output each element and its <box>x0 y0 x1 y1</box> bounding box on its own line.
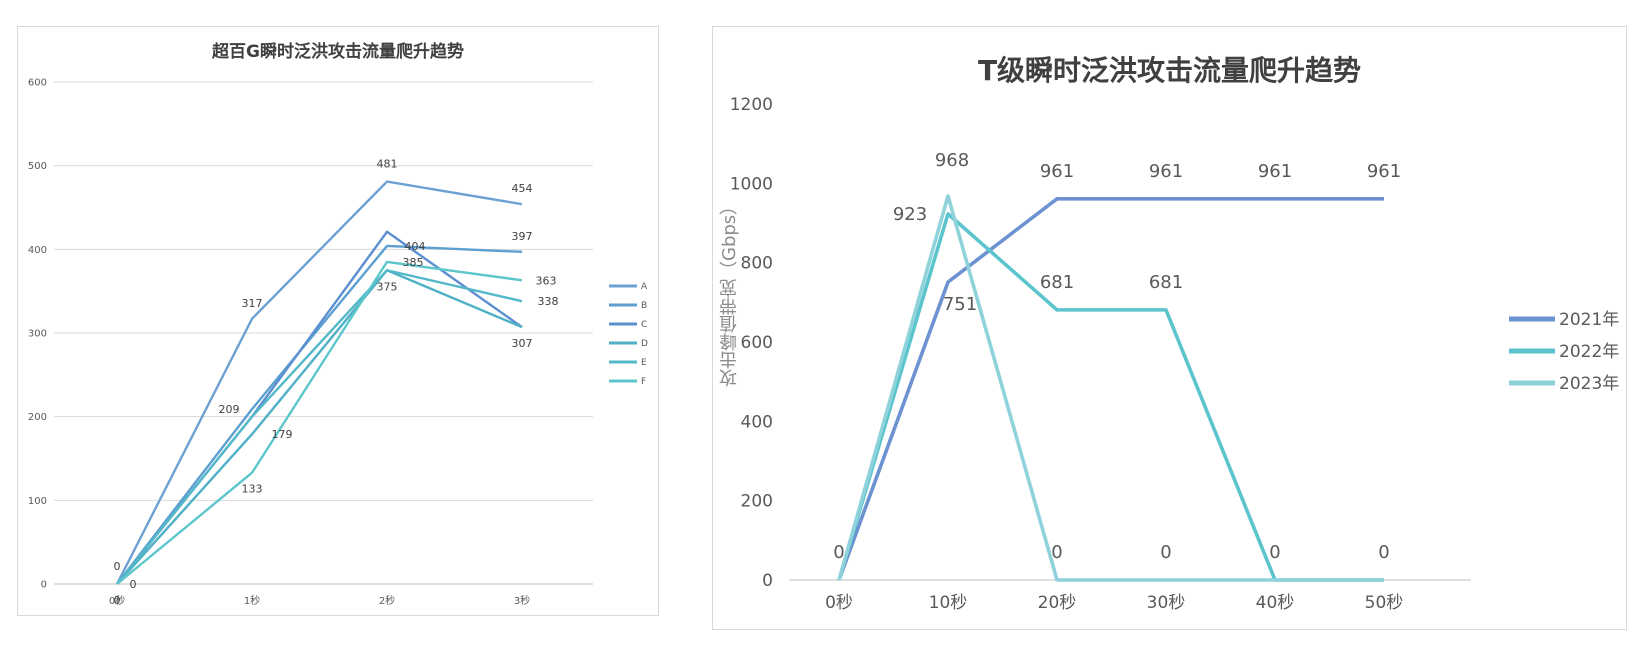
data-label: 0 <box>114 560 121 573</box>
x-tick-label: 10秒 <box>929 593 968 613</box>
x-tick-label: 40秒 <box>1256 593 1295 613</box>
data-label: 397 <box>512 230 533 243</box>
series-line <box>837 194 1384 582</box>
data-label: 404 <box>405 240 426 253</box>
series-line <box>116 230 523 585</box>
legend-label: E <box>641 358 647 368</box>
legend-label: 2021年 <box>1559 310 1619 330</box>
y-tick-label: 600 <box>28 78 47 89</box>
legend-label: A <box>641 282 648 292</box>
data-label: 317 <box>242 297 263 310</box>
series-line <box>115 180 523 585</box>
y-tick-label: 800 <box>741 254 773 274</box>
chart-title: 超百G瞬时泛洪攻击流量爬升趋势 <box>212 42 464 62</box>
data-label: 681 <box>1040 272 1074 293</box>
chart-right-plot: 0 200 400 600 800 1000 1200 0秒 10秒 20秒 30秒 40秒 50秒 0 9… <box>730 95 1620 613</box>
y-tick-label: 200 <box>28 412 47 423</box>
data-label: 0 <box>833 542 844 563</box>
data-label: 681 <box>1149 272 1183 293</box>
series-line <box>116 260 523 585</box>
x-tick-label: 0秒 <box>825 593 853 613</box>
data-label: 0 <box>1378 542 1389 563</box>
data-label: 133 <box>242 483 263 496</box>
data-label: 0 <box>114 594 121 607</box>
data-label: 961 <box>1149 161 1183 182</box>
x-tick-label: 2秒 <box>379 594 395 607</box>
data-label: 385 <box>403 256 424 269</box>
data-label: 923 <box>893 204 927 225</box>
series-line <box>837 197 1384 581</box>
data-label: 961 <box>1040 161 1074 182</box>
y-tick-label: 400 <box>741 412 773 432</box>
y-tick-label: 0 <box>762 571 773 591</box>
y-tick-label: 600 <box>741 333 773 353</box>
x-tick-label: 3秒 <box>514 594 530 607</box>
series-line <box>116 244 523 585</box>
legend-label: 2023年 <box>1559 374 1619 394</box>
x-tick-label: 20秒 <box>1038 593 1077 613</box>
y-tick-label: 500 <box>28 161 47 172</box>
data-label: 307 <box>512 337 533 350</box>
y-tick-label: 1200 <box>730 95 773 115</box>
legend-label: F <box>641 377 646 387</box>
y-tick-label: 300 <box>28 329 47 340</box>
series-line <box>116 269 523 585</box>
x-tick-label: 50秒 <box>1365 593 1404 613</box>
chart-panel-left: 超百G瞬时泛洪攻击流量爬升趋势 0 100 200 300 400 500 600 0秒 1秒 2… <box>17 26 659 616</box>
y-tick-label: 1000 <box>730 174 773 194</box>
y-tick-label: 0 <box>41 580 47 591</box>
data-label: 751 <box>943 294 977 315</box>
data-label: 0 <box>130 578 137 591</box>
series-line <box>837 212 1384 582</box>
data-label: 363 <box>536 274 557 287</box>
data-label: 454 <box>512 182 533 195</box>
legend-label: C <box>641 320 647 330</box>
x-tick-label: 0秒 <box>109 594 125 607</box>
legend-label: B <box>641 301 647 311</box>
data-label: 209 <box>219 403 240 416</box>
y-tick-label: 400 <box>28 245 47 256</box>
series-line <box>116 269 523 585</box>
x-tick-label: 30秒 <box>1147 593 1186 613</box>
legend-label: D <box>641 339 648 349</box>
chart-panel-right: T级瞬时泛洪攻击流量爬升趋势 攻击峰值带宽（Gbps） 0 200 400 600 80… <box>712 26 1627 630</box>
data-label: 0 <box>1269 542 1280 563</box>
y-tick-label: 200 <box>741 492 773 512</box>
data-label: 179 <box>272 428 293 441</box>
data-label: 968 <box>935 150 969 171</box>
x-tick-label: 1秒 <box>244 594 260 607</box>
data-label: 961 <box>1367 161 1401 182</box>
data-label: 338 <box>538 295 559 308</box>
y-tick-label: 100 <box>28 496 47 507</box>
data-label: 0 <box>1051 542 1062 563</box>
data-label: 481 <box>377 158 398 171</box>
data-label: 961 <box>1258 161 1292 182</box>
data-label: 375 <box>377 280 398 293</box>
legend-label: 2022年 <box>1559 342 1619 362</box>
data-label: 0 <box>1160 542 1171 563</box>
chart-title: T级瞬时泛洪攻击流量爬升趋势 <box>977 54 1362 87</box>
